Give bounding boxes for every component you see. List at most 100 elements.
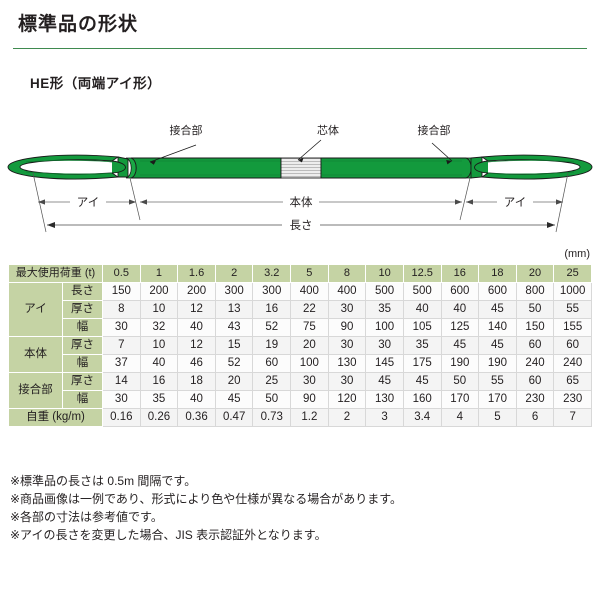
cell: 105 [402, 318, 442, 337]
dim-label-length: 長さ [290, 219, 313, 232]
cell: 125 [440, 318, 480, 337]
table-row: 幅 30 35 40 45 50 90 120 130 160 170 170 … [9, 390, 592, 409]
header-cell-capacity: 16 [440, 264, 480, 283]
cell: 45 [402, 372, 442, 391]
header-cell-capacity: 5 [290, 264, 329, 283]
cell: 50 [252, 390, 292, 409]
cell: 22 [290, 300, 329, 319]
cell: 12 [177, 300, 216, 319]
cell: 30 [365, 336, 404, 355]
cell: 40 [440, 300, 480, 319]
cell: 35 [365, 300, 404, 319]
row-label: 厚さ [61, 336, 104, 355]
spec-table-body: 最大使用荷重 (t) 0.5 1 1.6 2 3.2 5 8 10 12.5 1… [7, 264, 592, 427]
cell: 1.2 [290, 408, 329, 427]
body-left-segment [130, 157, 282, 179]
cell: 0.36 [177, 408, 216, 427]
cell: 120 [327, 390, 367, 409]
cell: 240 [515, 354, 555, 373]
cell: 45 [214, 390, 254, 409]
note-line: ※商品画像は一例であり、形式により色や仕様が異なる場合があります。 [10, 492, 403, 506]
header-cell-capacity: 0.5 [102, 264, 141, 283]
callout-label-core: 芯体 [317, 123, 339, 137]
cell: 55 [553, 300, 592, 319]
cell: 175 [402, 354, 442, 373]
cell: 60 [515, 336, 555, 355]
cell: 240 [553, 354, 592, 373]
sub-title: HE形（両端アイ形） [30, 76, 162, 91]
table-row-header: 最大使用荷重 (t) 0.5 1 1.6 2 3.2 5 8 10 12.5 1… [7, 264, 592, 283]
group-label-body: 本体 [8, 336, 63, 373]
cell: 2 [327, 408, 367, 427]
cell: 13 [214, 300, 254, 319]
right-eye-loop [470, 154, 593, 180]
cell: 15 [214, 336, 254, 355]
cell: 19 [252, 336, 292, 355]
cell: 25 [252, 372, 292, 391]
cell: 60 [252, 354, 292, 373]
cell: 0.73 [252, 408, 292, 427]
spec-table: 最大使用荷重 (t) 0.5 1 1.6 2 3.2 5 8 10 12.5 1… [7, 264, 592, 427]
dim-label-eye-right: アイ [504, 197, 526, 209]
cell: 200 [139, 282, 179, 301]
header-cell-capacity: 20 [515, 264, 555, 283]
cell: 3 [365, 408, 404, 427]
dimension-row-length: 長さ [47, 217, 555, 232]
left-eye-loop [7, 154, 129, 180]
cell: 100 [290, 354, 329, 373]
section-header: 標準品の形状 [0, 14, 600, 36]
dim-label-body: 本体 [290, 195, 313, 209]
cell: 12 [177, 336, 216, 355]
cell: 230 [515, 390, 555, 409]
cell: 16 [252, 300, 292, 319]
cell: 7 [553, 408, 592, 427]
cell: 170 [478, 390, 517, 409]
cell: 150 [102, 282, 141, 301]
sling-diagram: 接合部 芯体 接合部 [0, 110, 600, 245]
cell: 800 [515, 282, 555, 301]
cell: 300 [214, 282, 254, 301]
cell: 46 [177, 354, 216, 373]
cell: 32 [139, 318, 179, 337]
cell: 600 [478, 282, 517, 301]
header-cell-capacity: 2 [214, 264, 254, 283]
cell: 16 [139, 372, 179, 391]
cell: 90 [327, 318, 367, 337]
cell: 30 [102, 390, 141, 409]
cell: 190 [478, 354, 517, 373]
cell: 45 [365, 372, 404, 391]
row-label: 幅 [61, 318, 104, 337]
callout-label-joint-left: 接合部 [170, 123, 203, 137]
cell: 160 [402, 390, 442, 409]
cell: 30 [327, 300, 367, 319]
cell: 43 [214, 318, 254, 337]
cell: 190 [440, 354, 480, 373]
cell: 500 [402, 282, 442, 301]
callout-joint-right: 接合部 [418, 123, 453, 165]
cell: 145 [365, 354, 404, 373]
cell: 20 [290, 336, 329, 355]
cell: 52 [252, 318, 292, 337]
cell: 40 [177, 390, 216, 409]
cell: 45 [478, 336, 517, 355]
cell: 20 [214, 372, 254, 391]
header-cell-capacity: 1.6 [177, 264, 216, 283]
row-label: 厚さ [61, 372, 104, 391]
cell: 35 [402, 336, 442, 355]
page-title: 標準品の形状 [18, 14, 139, 35]
header-cell-capacity: 18 [478, 264, 517, 283]
row-label: 幅 [61, 390, 104, 409]
cell: 90 [290, 390, 329, 409]
cell: 40 [139, 354, 179, 373]
cell: 10 [139, 336, 179, 355]
note-line: ※アイの長さを変更した場合、JIS 表示認証外となります。 [10, 528, 327, 542]
cell: 10 [139, 300, 179, 319]
cell: 200 [177, 282, 216, 301]
row-label-weight: 自重 (kg/m) [7, 408, 104, 427]
note-line: ※標準品の長さは 0.5m 間隔です。 [10, 474, 197, 488]
table-row: 接合部 厚さ 14 16 18 20 25 30 30 45 45 50 55 … [8, 372, 592, 409]
cell: 0.47 [214, 408, 254, 427]
cell: 6 [515, 408, 555, 427]
dimension-row-eye-body: アイ 本体 アイ [38, 195, 563, 209]
